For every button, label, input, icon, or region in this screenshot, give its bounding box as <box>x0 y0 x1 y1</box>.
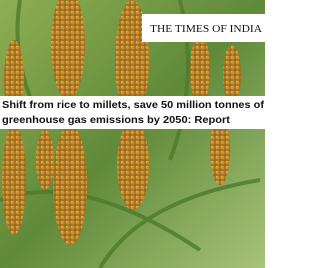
headline-line: Shift from rice to millets, save 50 mill… <box>2 99 265 111</box>
logo: THE TIMES OF INDIA <box>150 23 262 35</box>
page: THE TIMES OF INDIA Shift from rice to mi… <box>0 0 265 268</box>
headline-line: greenhouse gas emissions by 2050: Report <box>2 114 231 126</box>
news-image: THE TIMES OF INDIA Shift from rice to mi… <box>0 0 265 268</box>
